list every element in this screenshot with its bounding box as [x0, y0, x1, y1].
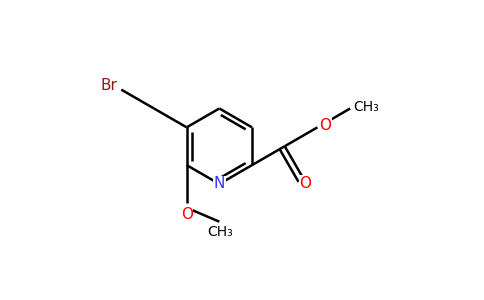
Text: N: N [213, 176, 225, 191]
Text: Br: Br [101, 78, 118, 93]
Text: O: O [300, 176, 312, 191]
Text: CH₃: CH₃ [353, 100, 379, 114]
Text: O: O [181, 207, 193, 222]
Text: O: O [319, 118, 332, 133]
Text: CH₃: CH₃ [207, 226, 233, 239]
